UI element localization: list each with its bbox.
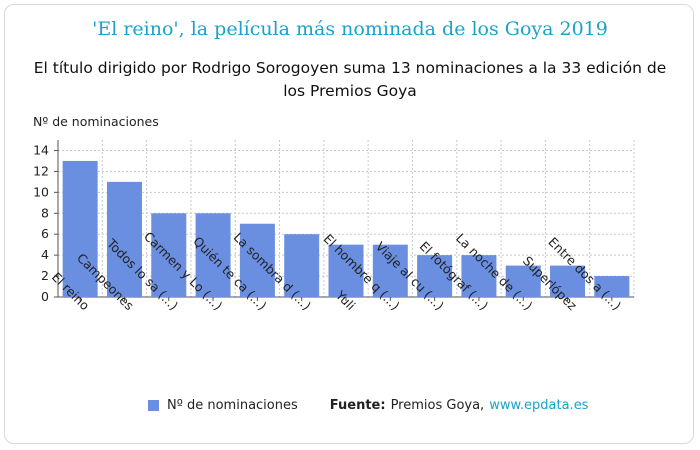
y-tick-label: 0 xyxy=(41,289,49,304)
bar[interactable] xyxy=(62,160,98,297)
y-tick-label: 2 xyxy=(41,268,49,283)
bar[interactable] xyxy=(417,255,453,297)
bar[interactable] xyxy=(106,181,142,297)
y-tick-label: 14 xyxy=(33,142,49,157)
y-tick-label: 10 xyxy=(33,184,49,199)
y-tick-label: 12 xyxy=(33,163,49,178)
legend: Nº de nominaciones Fuente: Premios Goya,… xyxy=(148,398,588,413)
bar[interactable] xyxy=(461,255,497,297)
y-tick-label: 8 xyxy=(41,205,49,220)
chart-subtitle: El título dirigido por Rodrigo Sorogoyen… xyxy=(33,59,667,100)
source-name: Premios Goya, xyxy=(390,398,485,413)
y-tick-label: 4 xyxy=(41,247,49,262)
bar[interactable] xyxy=(550,265,586,297)
chart-title: 'El reino', la película más nominada de … xyxy=(92,18,608,40)
legend-label[interactable]: Nº de nominaciones xyxy=(167,398,298,413)
source-label: Fuente: xyxy=(329,398,386,413)
bar[interactable] xyxy=(284,234,320,297)
y-tick-label: 6 xyxy=(41,226,49,241)
y-axis-label: Nº de nominaciones xyxy=(33,114,159,129)
bar[interactable] xyxy=(505,265,541,297)
bar[interactable] xyxy=(195,213,231,297)
source-link[interactable]: www.epdata.es xyxy=(489,398,589,413)
bar[interactable] xyxy=(151,213,187,297)
legend-swatch xyxy=(148,400,159,411)
bar[interactable] xyxy=(594,276,630,297)
bar[interactable] xyxy=(328,244,364,297)
bar[interactable] xyxy=(372,244,408,297)
bar[interactable] xyxy=(239,223,275,297)
